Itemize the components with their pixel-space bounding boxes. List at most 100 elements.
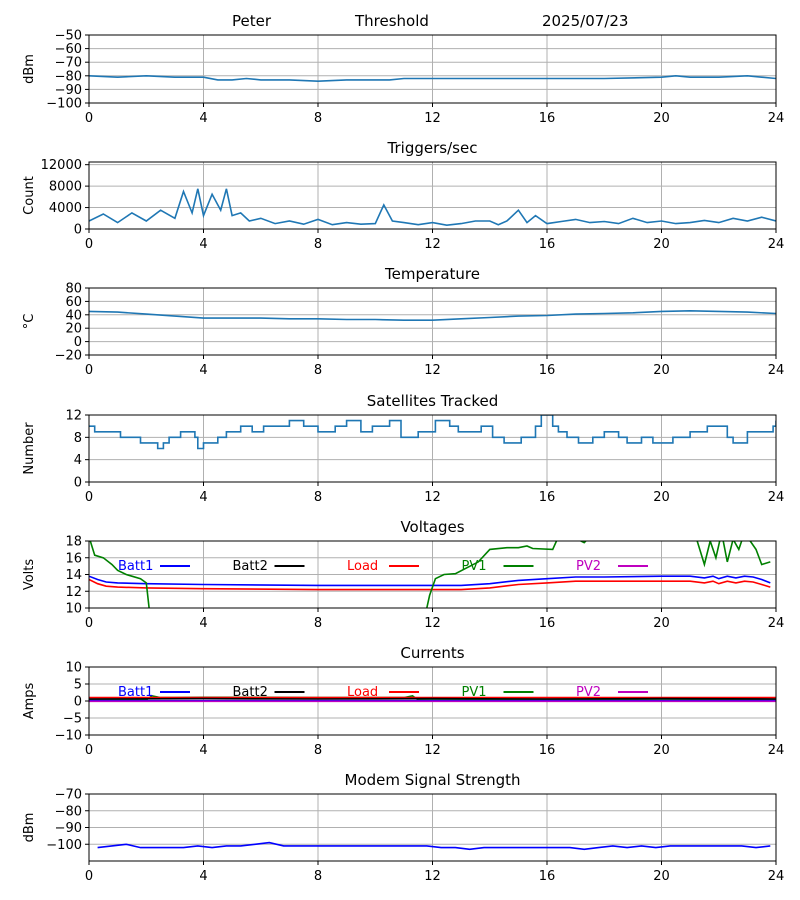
triggers-xtick-label: 4 bbox=[199, 237, 207, 252]
temperature-series-line bbox=[89, 309, 776, 322]
currents-legend-label: Batt1 bbox=[118, 685, 153, 700]
modem-xtick-label: 8 bbox=[314, 869, 322, 884]
voltages-xtick-label: 4 bbox=[199, 616, 207, 631]
triggers-xtick-label: 16 bbox=[539, 237, 556, 252]
signal-xtick-label: 16 bbox=[539, 111, 556, 126]
modem-y-axis-label: dBm bbox=[22, 813, 37, 843]
satellites-xtick-label: 20 bbox=[653, 490, 670, 505]
modem-xtick-label: 4 bbox=[199, 869, 207, 884]
voltages-xtick-label: 12 bbox=[424, 616, 441, 631]
modem-xtick-label: 20 bbox=[653, 869, 670, 884]
satellites-chart-title: Satellites Tracked bbox=[367, 392, 498, 410]
temperature-xtick-label: 8 bbox=[314, 363, 322, 378]
temperature-ytick-label: 80 bbox=[65, 282, 82, 297]
triggers-ytick-label: 8000 bbox=[49, 180, 82, 195]
satellites-xtick-label: 4 bbox=[199, 490, 207, 505]
temperature-chart-title: Temperature bbox=[384, 265, 480, 283]
triggers-ytick-label: 0 bbox=[74, 223, 82, 238]
temperature-ytick-label: −20 bbox=[55, 349, 82, 364]
modem-ytick-label: −80 bbox=[55, 804, 82, 819]
currents-xtick-label: 0 bbox=[85, 743, 93, 758]
signal-xtick-label: 0 bbox=[85, 111, 93, 126]
triggers-chart-title: Triggers/sec bbox=[387, 139, 478, 157]
modem-ytick-label: −90 bbox=[55, 821, 82, 836]
modem-ytick-label: −70 bbox=[55, 788, 82, 803]
triggers-xtick-label: 0 bbox=[85, 237, 93, 252]
voltages-series-pv1 bbox=[89, 541, 150, 608]
triggers-y-axis-label: Count bbox=[22, 176, 37, 215]
currents-ytick-label: −5 bbox=[63, 712, 82, 727]
currents-chart-title: Currents bbox=[400, 644, 464, 662]
signal-ytick-label: −90 bbox=[55, 83, 82, 98]
currents-xtick-label: 16 bbox=[539, 743, 556, 758]
signal-xtick-label: 20 bbox=[653, 111, 670, 126]
voltages-y-axis-label: Volts bbox=[22, 559, 37, 591]
modem-series-line bbox=[97, 841, 771, 851]
temperature-xtick-label: 20 bbox=[653, 363, 670, 378]
temperature-xtick-label: 4 bbox=[199, 363, 207, 378]
voltages-legend-label: PV1 bbox=[462, 559, 487, 574]
currents-legend-label: PV2 bbox=[576, 685, 601, 700]
modem-ytick-label: −100 bbox=[46, 838, 82, 853]
triggers-series-line bbox=[89, 188, 776, 227]
modem-xtick-label: 12 bbox=[424, 869, 441, 884]
temperature-ytick-label: 20 bbox=[65, 322, 82, 337]
triggers-xtick-label: 12 bbox=[424, 237, 441, 252]
currents-y-axis-label: Amps bbox=[22, 682, 37, 719]
currents-ytick-label: 5 bbox=[74, 678, 82, 693]
signal-ytick-label: −100 bbox=[46, 97, 82, 112]
signal-ytick-label: −80 bbox=[55, 69, 82, 84]
satellites-xtick-label: 0 bbox=[85, 490, 93, 505]
voltages-ytick-label: 18 bbox=[65, 535, 82, 550]
satellites-xtick-label: 12 bbox=[424, 490, 441, 505]
triggers-xtick-label: 20 bbox=[653, 237, 670, 252]
voltages-series-pv1 bbox=[426, 541, 587, 608]
signal-ytick-label: −50 bbox=[55, 29, 82, 44]
signal-xtick-label: 4 bbox=[199, 111, 207, 126]
satellites-xtick-label: 16 bbox=[539, 490, 556, 505]
voltages-legend-label: Batt1 bbox=[118, 559, 153, 574]
satellites-series-line bbox=[89, 415, 776, 450]
temperature-ytick-label: 60 bbox=[65, 295, 82, 310]
mode-label: Threshold bbox=[355, 12, 429, 30]
signal-ytick-label: −60 bbox=[55, 42, 82, 57]
voltages-ytick-label: 14 bbox=[65, 568, 82, 583]
satellites-ytick-label: 4 bbox=[74, 453, 82, 468]
signal-series-line bbox=[89, 74, 776, 83]
triggers-ytick-label: 12000 bbox=[41, 158, 82, 173]
voltages-legend-label: PV2 bbox=[576, 559, 601, 574]
modem-xtick-label: 24 bbox=[768, 869, 785, 884]
voltages-ytick-label: 12 bbox=[65, 585, 82, 600]
temperature-xtick-label: 12 bbox=[424, 363, 441, 378]
signal-y-axis-label: dBm bbox=[22, 54, 37, 84]
voltages-legend-label: Batt2 bbox=[233, 559, 268, 574]
voltages-xtick-label: 8 bbox=[314, 616, 322, 631]
currents-xtick-label: 20 bbox=[653, 743, 670, 758]
temperature-y-axis-label: °C bbox=[22, 314, 37, 330]
modem-chart-title: Modem Signal Strength bbox=[345, 771, 521, 789]
voltages-series-pv1 bbox=[696, 541, 771, 568]
satellites-ytick-label: 8 bbox=[74, 431, 82, 446]
currents-ytick-label: 0 bbox=[74, 695, 82, 710]
modem-xtick-label: 16 bbox=[539, 869, 556, 884]
satellites-xtick-label: 8 bbox=[314, 490, 322, 505]
currents-ytick-label: −10 bbox=[55, 729, 82, 744]
satellites-ytick-label: 12 bbox=[65, 409, 82, 424]
satellites-y-axis-label: Number bbox=[22, 422, 37, 475]
currents-ytick-label: 10 bbox=[65, 661, 82, 676]
voltages-ytick-label: 10 bbox=[65, 602, 82, 617]
signal-xtick-label: 8 bbox=[314, 111, 322, 126]
signal-ytick-label: −70 bbox=[55, 56, 82, 71]
temperature-ytick-label: 40 bbox=[65, 308, 82, 323]
voltages-xtick-label: 0 bbox=[85, 616, 93, 631]
voltages-xtick-label: 16 bbox=[539, 616, 556, 631]
currents-legend-label: PV1 bbox=[462, 685, 487, 700]
voltages-ytick-label: 16 bbox=[65, 551, 82, 566]
temperature-xtick-label: 16 bbox=[539, 363, 556, 378]
currents-xtick-label: 4 bbox=[199, 743, 207, 758]
currents-legend-label: Batt2 bbox=[233, 685, 268, 700]
satellites-ytick-label: 0 bbox=[74, 476, 82, 491]
triggers-ytick-label: 4000 bbox=[49, 201, 82, 216]
currents-xtick-label: 8 bbox=[314, 743, 322, 758]
